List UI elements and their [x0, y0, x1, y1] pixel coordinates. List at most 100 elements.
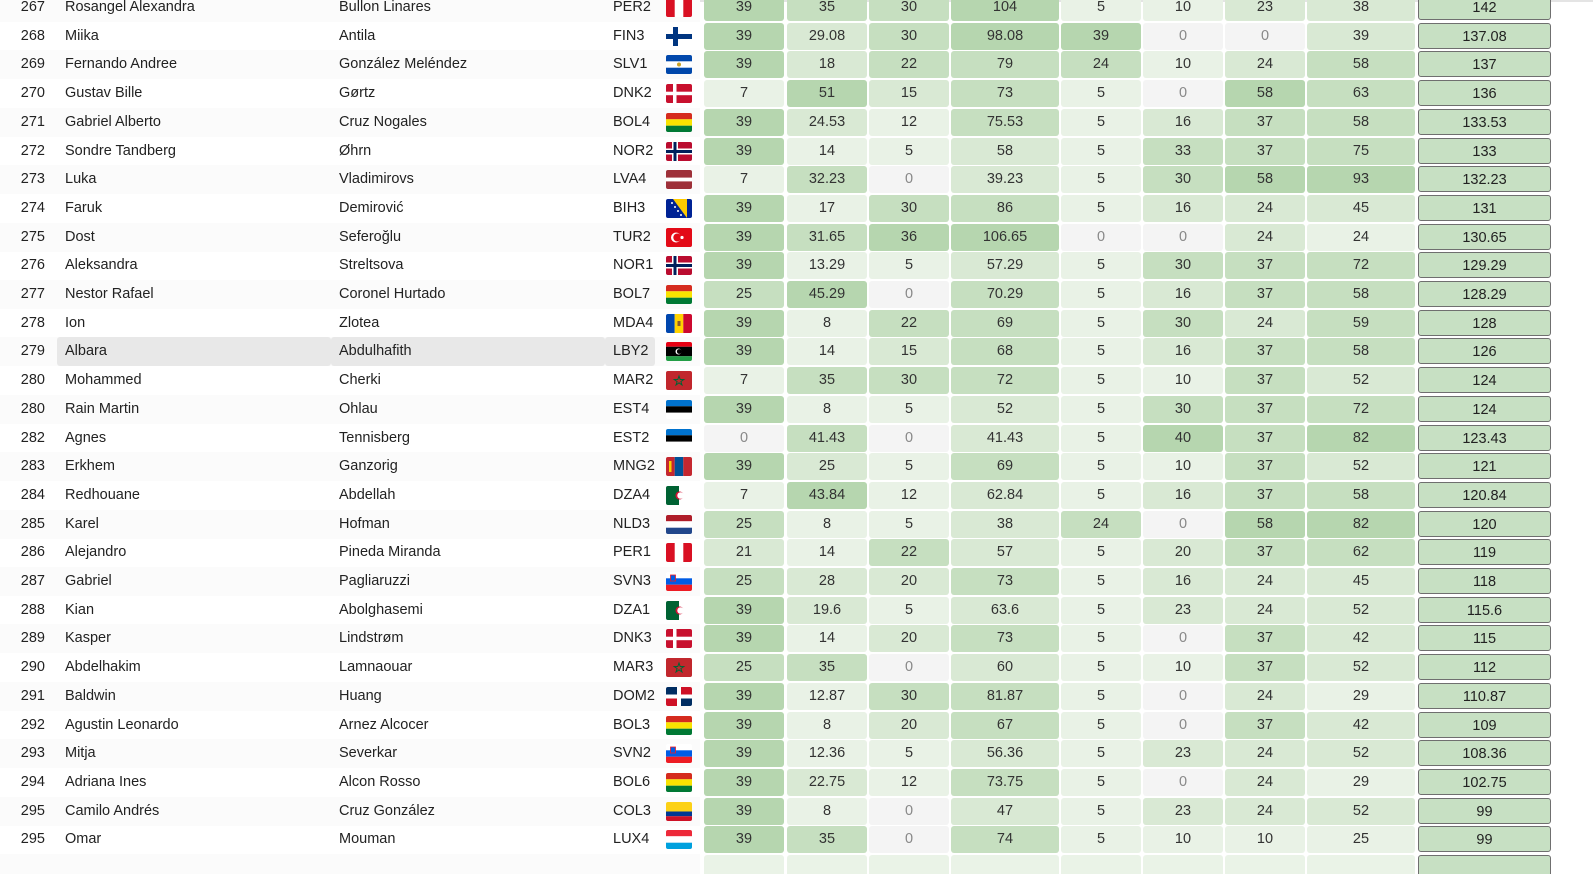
score-cell-8: 52 [1307, 367, 1415, 395]
score-cell-6: 40 [1143, 424, 1223, 452]
table-row[interactable]: 279 Albara Abdulhafith LBY2 39 14 15 68 5 16 37 58 1… [0, 337, 1593, 367]
score-cell-4: 73 [951, 80, 1059, 108]
team-code-cell: DOM2 [613, 687, 655, 704]
total-score-cell: 110.87 [1418, 682, 1551, 709]
table-row[interactable]: 286 Alejandro Pineda Miranda PER1 21 14 22 57 5 2… [0, 538, 1593, 567]
table-row[interactable]: 269 Fernando Andree González Meléndez SLV1 3… [0, 50, 1593, 80]
table-row[interactable]: 293 Mitja Severkar SVN2 39 12.36 5 56.36 5 23 24 52… [0, 739, 1593, 769]
last-name-cell: Lamnaouar [339, 659, 413, 676]
total-score-cell: 120.84 [1418, 481, 1551, 508]
table-row[interactable]: 285 Karel Hofman NLD3 25 8 5 38 24 0 58 82 120 [0, 509, 1593, 539]
denmark-flag-icon [666, 84, 692, 104]
table-row[interactable]: 283 Erkhem Ganzorig MNG2 39 25 5 69 5 10 37 52 121 [0, 452, 1593, 482]
first-name-cell: Rain Martin [65, 400, 140, 417]
table-row[interactable]: 291 Baldwin Huang DOM2 39 12.87 30 81.87 5 0 24 29 1… [0, 681, 1593, 711]
table-row[interactable]: 273 Luka Vladimirovs LVA4 7 32.23 0 39.23 5 30 58 9… [0, 165, 1593, 195]
score-cell-1: 0 [704, 424, 784, 452]
score-cell-4: 39.23 [951, 166, 1059, 194]
last-name-cell: Severkar [339, 745, 398, 762]
score-cell-7: 37 [1225, 481, 1305, 509]
table-row[interactable]: 280 Rain Martin Ohlau EST4 39 8 5 52 5 30 37 72 124 [0, 394, 1593, 424]
last-name-cell: Antila [339, 27, 376, 44]
table-row[interactable]: 271 Gabriel Alberto Cruz Nogales BOL4 39 24.5… [0, 107, 1593, 137]
score-cell-6: 23 [1143, 797, 1223, 825]
score-cell-4: 70.29 [951, 281, 1059, 308]
table-row[interactable]: 288 Kian Abolghasemi DZA1 39 19.6 5 63.6 5 23 24 52… [0, 596, 1593, 625]
last-name-cell: Zlotea [339, 314, 380, 331]
total-score-cell: 99 [1418, 826, 1551, 853]
score-cell-1: 39 [704, 682, 784, 710]
table-row[interactable]: 287 Gabriel Pagliaruzzi SVN3 25 28 20 73 5 16 24 45… [0, 567, 1593, 596]
first-name-cell: Faruk [65, 199, 103, 216]
score-cell-3: 22 [869, 309, 949, 337]
score-cell-3: 0 [869, 424, 949, 452]
table-row[interactable]: 280 Mohammed Cherki MAR2 7 35 30 72 5 10 37 52 124 [0, 366, 1593, 395]
first-name-cell: Adriana Ines [65, 773, 147, 790]
table-row[interactable]: 282 Agnes Tennisberg EST2 0 41.43 0 41.43 5 40 37 8… [0, 424, 1593, 453]
score-cell-4: 57 [951, 539, 1059, 567]
score-cell-5: 5 [1061, 568, 1141, 595]
peru-flag-icon [666, 0, 692, 17]
table-row[interactable]: 267 Rosangel Alexandra Bullon Linares PER2 3… [0, 0, 1593, 22]
rank-cell: 291 [20, 687, 45, 704]
table-row[interactable]: 289 Kasper Lindstrøm DNK3 39 14 20 73 5 0 37 42 115 [0, 624, 1593, 654]
score-cell-8: 29 [1307, 682, 1415, 710]
score-cell-4: 67 [951, 711, 1059, 739]
rank-cell: 275 [20, 228, 45, 245]
first-name-cell: Baldwin [65, 687, 116, 704]
score-cell-2: 51 [787, 80, 867, 108]
first-name-cell [57, 854, 331, 874]
score-cell-1: 39 [704, 453, 784, 481]
score-cell-4: 47 [951, 797, 1059, 825]
table-row[interactable]: 292 Agustin Leonardo Arnez Alcocer BOL3 39 8 2… [0, 711, 1593, 740]
score-cell-2: 14 [787, 625, 867, 653]
score-cell-7: 0 [1225, 22, 1305, 50]
score-cell-3: 5 [869, 596, 949, 624]
table-row[interactable]: 270 Gustav Bille Gørtz DNK2 7 51 15 73 5 0 58 63 136 [0, 79, 1593, 108]
score-cell-7: 24 [1225, 309, 1305, 337]
first-name-cell: Nestor Rafael [65, 286, 154, 302]
table-row[interactable]: 295 Omar Mouman LUX4 39 35 0 74 5 10 10 25 99 [0, 825, 1593, 854]
score-cell-2: 8 [787, 797, 867, 825]
score-cell-3: 20 [869, 711, 949, 739]
table-row[interactable]: 295 Camilo Andrés Cruz González COL3 39 8 0 47 5… [0, 796, 1593, 826]
score-cell-2: 24.53 [787, 108, 867, 136]
rank-cell: 288 [20, 601, 45, 618]
table-row[interactable]: 276 Aleksandra Streltsova NOR1 39 13.29 5 57.29… [0, 251, 1593, 280]
score-cell-8: 58 [1307, 108, 1415, 136]
first-name-cell: Gabriel [65, 573, 112, 589]
table-row[interactable]: 275 Dost Seferoğlu TUR2 39 31.65 36 106.65 0 0 24 2… [0, 222, 1593, 252]
score-cell-6: 0 [1143, 625, 1223, 653]
total-score-cell: 129.29 [1418, 252, 1551, 279]
table-row[interactable]: 268 Miika Antila FIN3 39 29.08 30 98.08 39 0 0 39 13… [0, 22, 1593, 51]
score-cell-5: 24 [1061, 51, 1141, 79]
table-row[interactable]: 278 Ion Zlotea MDA4 39 8 22 69 5 30 24 59 128 [0, 309, 1593, 338]
score-cell-8: 58 [1307, 481, 1415, 509]
first-name-cell: Sondre Tandberg [65, 142, 176, 159]
table-row[interactable]: 274 Faruk Demirović BIH3 39 17 30 86 5 16 24 45 131 [0, 194, 1593, 223]
table-row[interactable]: 284 Redhouane Abdellah DZA4 7 43.84 12 62.84 5 16… [0, 481, 1593, 510]
total-score-cell: 130.65 [1418, 223, 1551, 250]
score-cell-4: 75.53 [951, 108, 1059, 136]
table-row[interactable]: 294 Adriana Ines Alcon Rosso BOL6 39 22.75 12 7… [0, 768, 1593, 797]
row-background [0, 0, 700, 22]
team-code-cell: BOL4 [613, 113, 651, 130]
score-cell-4: 73 [951, 625, 1059, 653]
score-cell-4: 74 [951, 826, 1059, 854]
score-cell-3: 22 [869, 51, 949, 79]
rank-cell: 284 [20, 486, 45, 503]
first-name-cell: Mohammed [65, 372, 142, 389]
score-cell-5: 5 [1061, 0, 1141, 21]
table-row[interactable]: 277 Nestor Rafael Coronel Hurtado BOL7 25 45.… [0, 280, 1593, 309]
score-cell-4: 81.87 [951, 682, 1059, 710]
table-row[interactable] [0, 854, 1593, 874]
rank-cell: 277 [20, 286, 45, 302]
rank-cell: 292 [20, 716, 45, 733]
last-name-cell: Cherki [339, 372, 381, 389]
score-cell-5: 0 [1061, 223, 1141, 251]
luxembourg-flag-icon [666, 830, 692, 850]
table-row[interactable]: 272 Sondre Tandberg Øhrn NOR2 39 14 5 58 5 33 37 75… [0, 137, 1593, 166]
score-cell-7: 24 [1225, 194, 1305, 222]
table-row[interactable]: 290 Abdelhakim Lamnaouar MAR3 25 35 0 60 5 10 37 52… [0, 653, 1593, 682]
bolivia-flag-icon [666, 112, 692, 132]
